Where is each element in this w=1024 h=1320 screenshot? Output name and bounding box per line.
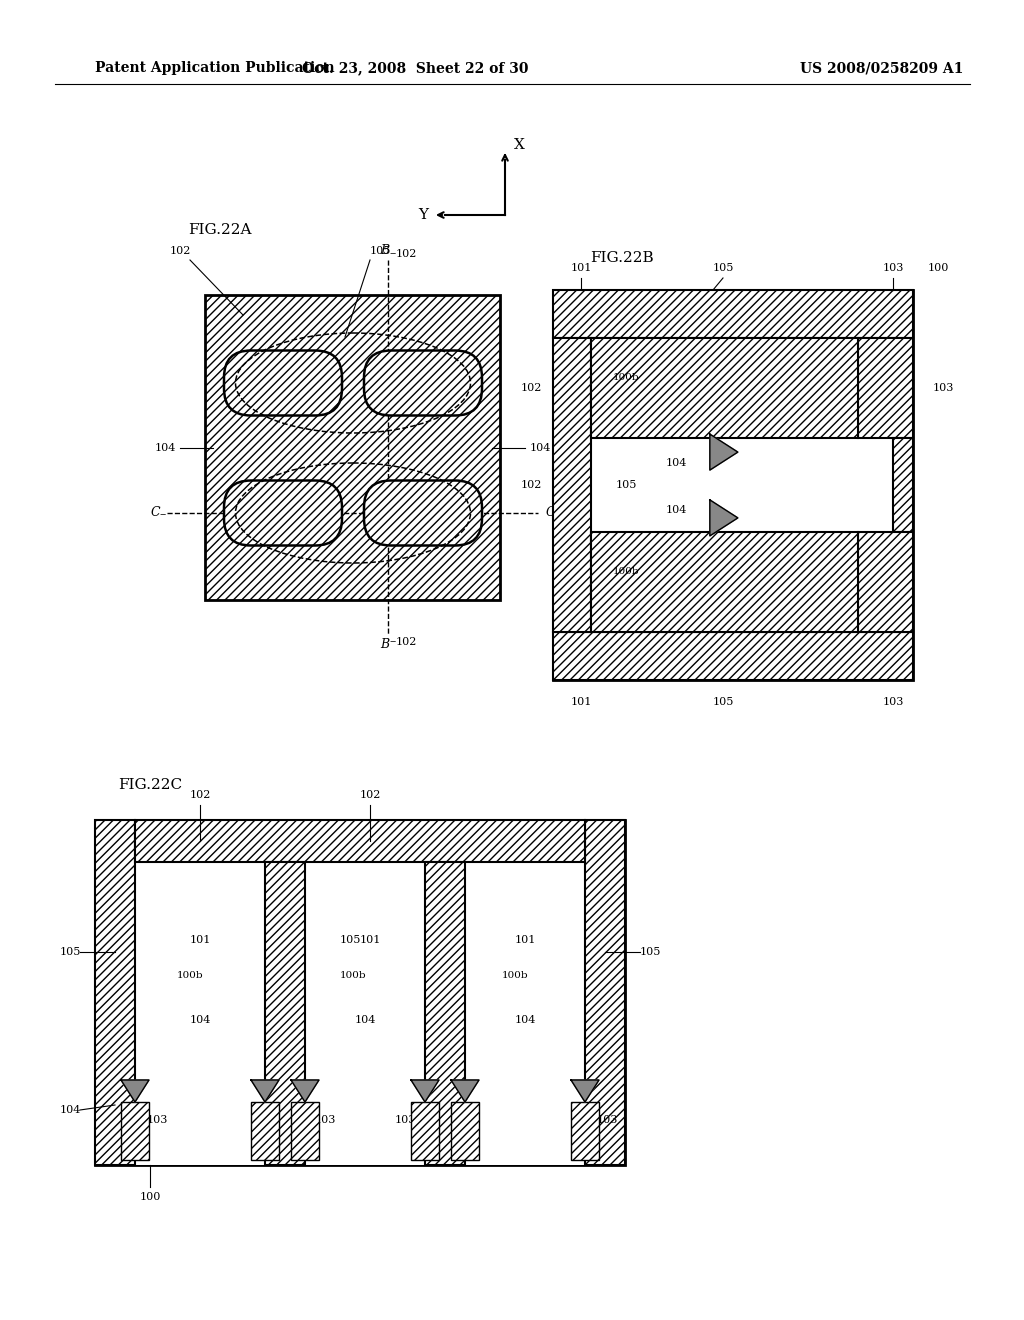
- Text: 102: 102: [395, 249, 417, 259]
- Bar: [858, 532, 913, 632]
- Text: 104: 104: [354, 1015, 376, 1026]
- Polygon shape: [291, 1080, 319, 1102]
- Text: 100b: 100b: [612, 374, 639, 383]
- Text: Patent Application Publication: Patent Application Publication: [95, 61, 335, 75]
- Bar: [251, 1102, 279, 1160]
- Text: 104: 104: [666, 506, 687, 515]
- Text: 101: 101: [570, 263, 592, 273]
- Bar: [585, 820, 625, 1166]
- Polygon shape: [121, 1080, 150, 1102]
- Bar: [135, 862, 265, 1166]
- Bar: [205, 294, 500, 601]
- Text: C: C: [151, 506, 160, 519]
- Bar: [425, 862, 465, 1166]
- Bar: [553, 290, 913, 680]
- Bar: [121, 1102, 150, 1160]
- Bar: [305, 862, 425, 1166]
- Bar: [265, 862, 305, 1166]
- Polygon shape: [451, 1080, 479, 1102]
- Polygon shape: [251, 1080, 279, 1102]
- Bar: [451, 1102, 479, 1160]
- FancyBboxPatch shape: [224, 480, 342, 545]
- Polygon shape: [710, 434, 738, 470]
- Text: –: –: [554, 508, 560, 521]
- Text: 100b: 100b: [612, 568, 639, 577]
- Text: 102: 102: [189, 789, 211, 800]
- Text: Y: Y: [418, 209, 428, 222]
- Text: 100: 100: [139, 1192, 161, 1203]
- Text: 105: 105: [370, 246, 391, 256]
- Text: 100: 100: [928, 263, 948, 273]
- Text: 103: 103: [883, 697, 904, 708]
- Text: B: B: [381, 638, 389, 651]
- Text: 102: 102: [169, 246, 190, 256]
- Text: 104: 104: [59, 1105, 81, 1115]
- Bar: [571, 1102, 599, 1160]
- Bar: [95, 820, 135, 1166]
- FancyBboxPatch shape: [364, 480, 482, 545]
- Text: 101: 101: [514, 935, 536, 945]
- Text: FIG.22C: FIG.22C: [118, 777, 182, 792]
- Bar: [291, 1102, 319, 1160]
- Text: X: X: [514, 139, 524, 152]
- Bar: [893, 438, 913, 532]
- Bar: [553, 290, 913, 338]
- Text: 103: 103: [596, 1115, 617, 1125]
- Text: 101: 101: [359, 935, 381, 945]
- Text: 103: 103: [394, 1115, 416, 1125]
- Bar: [95, 820, 625, 1166]
- Text: 103: 103: [314, 1115, 336, 1125]
- Text: C: C: [545, 506, 555, 519]
- FancyBboxPatch shape: [364, 351, 482, 416]
- Text: 104: 104: [529, 444, 551, 453]
- Bar: [591, 438, 858, 532]
- Text: 101: 101: [189, 935, 211, 945]
- Text: 103: 103: [883, 263, 904, 273]
- FancyBboxPatch shape: [224, 351, 342, 416]
- Text: –: –: [160, 508, 166, 521]
- Text: 102: 102: [395, 638, 417, 647]
- Text: 102: 102: [520, 383, 542, 393]
- Text: 102: 102: [359, 789, 381, 800]
- Text: –: –: [390, 635, 396, 648]
- Bar: [135, 820, 585, 862]
- Text: 105: 105: [615, 480, 637, 490]
- Text: 103: 103: [146, 1115, 168, 1125]
- Text: B: B: [381, 244, 389, 257]
- Text: 105: 105: [59, 946, 81, 957]
- Bar: [591, 532, 858, 632]
- Text: 105: 105: [339, 935, 360, 945]
- Bar: [411, 1102, 439, 1160]
- Text: 100b: 100b: [177, 970, 204, 979]
- Polygon shape: [710, 500, 738, 536]
- Text: 104: 104: [666, 458, 687, 469]
- Text: US 2008/0258209 A1: US 2008/0258209 A1: [800, 61, 964, 75]
- Bar: [553, 632, 913, 680]
- Bar: [553, 338, 591, 632]
- Text: 104: 104: [189, 1015, 211, 1026]
- Text: 100b: 100b: [340, 970, 367, 979]
- Text: 102: 102: [520, 480, 542, 490]
- Text: 103: 103: [932, 383, 953, 393]
- Bar: [591, 338, 858, 438]
- Polygon shape: [571, 1080, 599, 1102]
- Text: FIG.22A: FIG.22A: [188, 223, 252, 238]
- Bar: [858, 338, 913, 438]
- Text: 100b: 100b: [502, 970, 528, 979]
- Text: 104: 104: [155, 444, 176, 453]
- Text: Oct. 23, 2008  Sheet 22 of 30: Oct. 23, 2008 Sheet 22 of 30: [302, 61, 528, 75]
- Polygon shape: [411, 1080, 439, 1102]
- Text: 105: 105: [639, 946, 660, 957]
- Text: 105: 105: [713, 697, 733, 708]
- Text: 101: 101: [570, 697, 592, 708]
- Text: 104: 104: [514, 1015, 536, 1026]
- Text: FIG.22B: FIG.22B: [590, 251, 653, 265]
- Text: 105: 105: [713, 263, 733, 273]
- Text: –: –: [390, 248, 396, 260]
- Bar: [465, 862, 585, 1166]
